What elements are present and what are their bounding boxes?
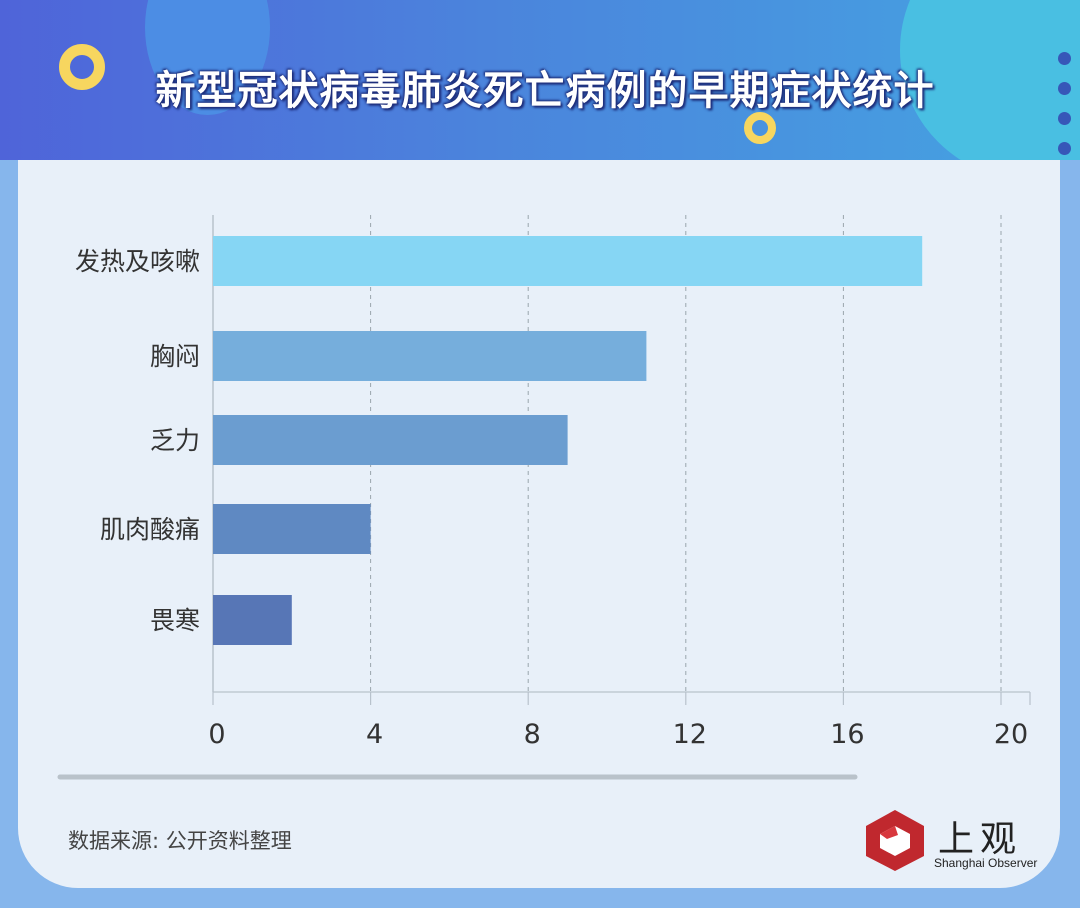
x-tick-label: 0 xyxy=(208,719,225,750)
x-tick-label: 20 xyxy=(994,719,1028,750)
decor-dots xyxy=(1058,52,1072,160)
x-tick-label: 4 xyxy=(366,719,383,750)
bar xyxy=(213,415,568,465)
decor-ring-icon xyxy=(59,44,105,90)
header-banner: 新型冠状病毒肺炎死亡病例的早期症状统计 xyxy=(0,0,1080,160)
x-tick-label: 16 xyxy=(830,719,864,750)
y-tick-label: 肌肉酸痛 xyxy=(100,515,200,544)
bar xyxy=(213,331,647,381)
chart-bars xyxy=(213,236,923,645)
x-axis: 0 4 8 12 16 20 xyxy=(208,691,1031,750)
logo-text: 上观 xyxy=(938,819,1023,860)
decor-blob xyxy=(900,0,1080,160)
y-tick-label: 乏力 xyxy=(150,426,200,455)
shanghai-observer-logo: 上观 Shanghai Observer xyxy=(860,808,1060,878)
page-title: 新型冠状病毒肺炎死亡病例的早期症状统计 xyxy=(155,68,935,114)
y-tick-label: 胸闷 xyxy=(150,342,200,371)
bar xyxy=(213,504,371,554)
x-tick-label: 12 xyxy=(673,719,707,750)
hexagon-logo-icon xyxy=(866,810,924,871)
logo-subtitle: Shanghai Observer xyxy=(934,856,1038,870)
bar xyxy=(213,595,292,645)
y-tick-label: 畏寒 xyxy=(150,606,200,635)
y-tick-label: 发热及咳嗽 xyxy=(75,247,200,276)
decor-ring-icon xyxy=(744,112,776,144)
bar xyxy=(213,236,923,286)
data-source: 数据来源: 公开资料整理 xyxy=(68,829,292,853)
x-tick-label: 8 xyxy=(524,719,541,750)
